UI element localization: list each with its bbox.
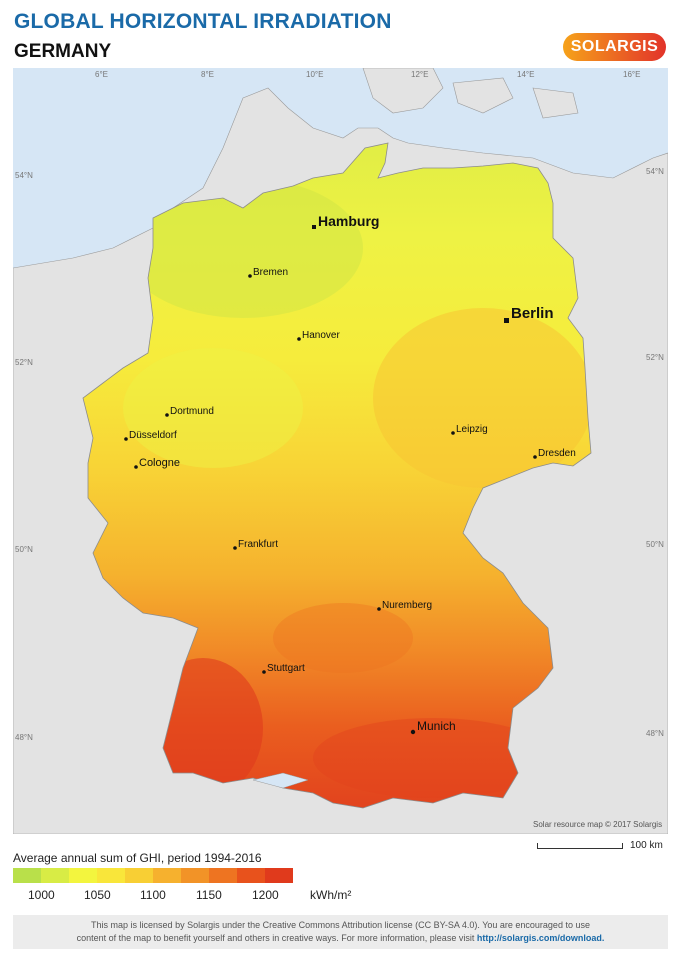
- license-line-2-text: content of the map to benefit yourself a…: [76, 933, 475, 943]
- scale-label: 100 km: [630, 840, 663, 851]
- legend-swatch: [41, 868, 69, 883]
- map-credit: Solar resource map © 2017 Solargis: [533, 820, 662, 829]
- graticule-labels: 6°E 8°E 10°E 12°E 14°E 16°E 54°N 52°N 50…: [15, 70, 664, 742]
- city-dusseldorf[interactable]: Düsseldorf: [124, 430, 177, 441]
- legend-swatch: [153, 868, 181, 883]
- legend-color-bar: [13, 868, 293, 883]
- legend-swatch: [209, 868, 237, 883]
- lat-label: 52°N: [15, 358, 33, 367]
- lon-label: 6°E: [95, 70, 108, 79]
- lat-label: 54°N: [15, 171, 33, 180]
- legend-swatch: [69, 868, 97, 883]
- scale-bar: [537, 843, 623, 849]
- download-link[interactable]: http://solargis.com/download.: [476, 933, 605, 943]
- lon-label: 16°E: [623, 70, 640, 79]
- lat-label: 50°N: [646, 540, 664, 549]
- city-hamburg[interactable]: Hamburg: [312, 213, 379, 229]
- lat-label: 52°N: [646, 353, 664, 362]
- legend-swatch: [125, 868, 153, 883]
- svg-text:Nuremberg: Nuremberg: [382, 600, 432, 611]
- license-footer: This map is licensed by Solargis under t…: [13, 915, 668, 949]
- legend-swatch: [181, 868, 209, 883]
- license-line-2: content of the map to benefit yourself a…: [13, 932, 668, 945]
- svg-text:Hamburg: Hamburg: [318, 213, 379, 229]
- lon-label: 10°E: [306, 70, 323, 79]
- legend-tick: 1150: [196, 888, 222, 902]
- lon-label: 8°E: [201, 70, 214, 79]
- svg-text:Hanover: Hanover: [302, 330, 340, 341]
- svg-text:Düsseldorf: Düsseldorf: [129, 430, 177, 441]
- svg-text:Munich: Munich: [417, 719, 456, 733]
- country-name: GERMANY: [14, 41, 112, 62]
- svg-text:Stuttgart: Stuttgart: [267, 663, 305, 674]
- map-title: GLOBAL HORIZONTAL IRRADIATION: [14, 10, 392, 33]
- svg-text:Berlin: Berlin: [511, 305, 554, 322]
- city-frankfurt[interactable]: Frankfurt: [233, 539, 278, 550]
- lat-label: 48°N: [646, 729, 664, 738]
- legend-caption: Average annual sum of GHI, period 1994-2…: [13, 851, 262, 865]
- legend-swatch: [97, 868, 125, 883]
- city-dortmund[interactable]: Dortmund: [165, 406, 214, 417]
- lat-label: 50°N: [15, 545, 33, 554]
- legend-tick: 1200: [252, 888, 279, 902]
- city-munich[interactable]: Munich: [410, 719, 456, 735]
- city-leipzig[interactable]: Leipzig: [451, 424, 488, 435]
- lat-label: 48°N: [15, 733, 33, 742]
- city-stuttgart[interactable]: Stuttgart: [262, 663, 305, 674]
- svg-text:Cologne: Cologne: [139, 457, 180, 469]
- irradiation-map: 6°E 8°E 10°E 12°E 14°E 16°E 54°N 52°N 50…: [13, 68, 668, 834]
- lat-label: 54°N: [646, 167, 664, 176]
- legend-tick: 1100: [140, 888, 166, 902]
- svg-text:Dresden: Dresden: [538, 448, 576, 459]
- license-line-1: This map is licensed by Solargis under t…: [91, 920, 590, 930]
- city-bremen[interactable]: Bremen: [248, 267, 288, 278]
- city-hanover[interactable]: Hanover: [297, 330, 340, 341]
- danish-islands: [362, 68, 579, 119]
- lon-label: 12°E: [411, 70, 428, 79]
- legend-tick: 1000: [28, 888, 55, 902]
- city-berlin[interactable]: Berlin: [504, 305, 554, 323]
- city-markers: Hamburg Bremen Berlin Hanover Dortmund D…: [124, 213, 576, 735]
- legend-swatch: [237, 868, 265, 883]
- city-cologne[interactable]: Cologne: [134, 457, 180, 469]
- city-dresden[interactable]: Dresden: [533, 448, 576, 459]
- legend-swatch: [265, 868, 293, 883]
- legend-ticks: 1000 1050 1100 1150 1200: [13, 888, 313, 904]
- legend-tick: 1050: [84, 888, 111, 902]
- legend-swatch: [13, 868, 41, 883]
- legend-unit: kWh/m²: [310, 888, 352, 902]
- svg-text:Frankfurt: Frankfurt: [238, 539, 278, 550]
- svg-text:Bremen: Bremen: [253, 267, 288, 278]
- lon-label: 14°E: [517, 70, 534, 79]
- svg-text:Leipzig: Leipzig: [456, 424, 488, 435]
- solargis-logo[interactable]: SOLARGIS: [563, 33, 666, 61]
- lake-constance: [252, 772, 309, 789]
- city-nuremberg[interactable]: Nuremberg: [377, 600, 432, 611]
- svg-text:Dortmund: Dortmund: [170, 406, 214, 417]
